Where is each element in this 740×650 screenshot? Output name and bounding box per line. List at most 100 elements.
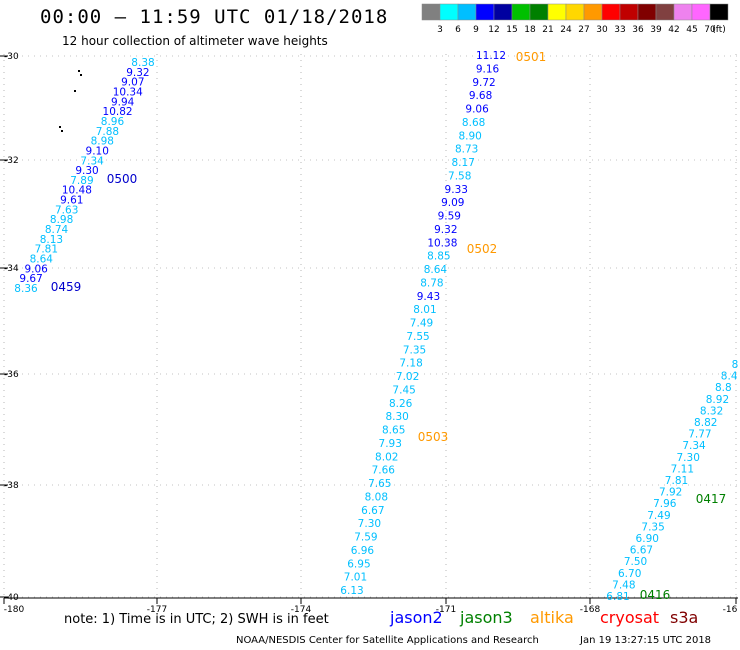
timestamp: Jan 19 13:27:15 UTC 2018 bbox=[580, 635, 712, 646]
swh-value: 7.49 bbox=[647, 510, 670, 522]
legend-label: 30 bbox=[596, 25, 608, 35]
legend-swatch bbox=[511, 3, 531, 21]
lat-label: -32 bbox=[4, 156, 19, 166]
swh-value: 6.96 bbox=[351, 545, 375, 557]
legend-swatch bbox=[475, 3, 495, 21]
legend-swatch bbox=[493, 3, 513, 21]
credit: NOAA/NESDIS Center for Satellite Applica… bbox=[236, 635, 539, 646]
legend-label: 3 bbox=[437, 25, 443, 35]
legend-swatch bbox=[673, 3, 693, 21]
lat-label: -34 bbox=[4, 264, 19, 274]
swh-value: 8.92 bbox=[706, 394, 729, 406]
swh-value: 8.98 bbox=[91, 136, 114, 148]
lon-label: -171 bbox=[436, 605, 456, 615]
swh-value: 7.49 bbox=[410, 318, 433, 330]
legend-swatch bbox=[655, 3, 675, 21]
swh-value: 8.82 bbox=[694, 417, 717, 429]
legend-label: 21 bbox=[542, 25, 553, 35]
legend-swatch bbox=[709, 3, 729, 21]
swh-value: 9.68 bbox=[469, 90, 492, 102]
swh-value: 7.48 bbox=[612, 579, 635, 591]
swh-value: 6.70 bbox=[618, 568, 641, 580]
pass-time-label: 0502 bbox=[467, 242, 498, 256]
pass-time-label: 0500 bbox=[107, 172, 138, 186]
legend-label: 33 bbox=[614, 25, 625, 35]
map-subtitle: 12 hour collection of altimeter wave hei… bbox=[62, 34, 328, 48]
legend-swatch bbox=[457, 3, 477, 21]
legend-swatch bbox=[601, 3, 621, 21]
swh-value: 11.12 bbox=[476, 50, 506, 62]
axis-ticks: -30-32-34-36-38-40-180 -177 -174 -171 -168 -1… bbox=[0, 52, 738, 615]
swh-value: 7.35 bbox=[403, 344, 426, 356]
pass-time-label: 0503 bbox=[418, 430, 449, 444]
legend-swatch bbox=[637, 3, 657, 21]
lat-label: -30 bbox=[4, 52, 19, 62]
swh-value: 7.30 bbox=[358, 518, 381, 530]
swh-value: 9.59 bbox=[438, 211, 461, 223]
swh-value: 9.30 bbox=[75, 165, 98, 177]
swh-value: 9.32 bbox=[434, 224, 457, 236]
swh-value: 8.73 bbox=[455, 144, 478, 156]
legend-label: 45 bbox=[686, 25, 697, 35]
sat-cryosat: cryosat bbox=[600, 608, 660, 627]
swh-value: 9.72 bbox=[472, 77, 495, 89]
track-mark bbox=[61, 130, 63, 132]
legend-swatch bbox=[583, 3, 603, 21]
swh-value: 8.90 bbox=[458, 130, 481, 142]
swh-value: 7.01 bbox=[344, 572, 367, 584]
sat-s3a: s3a bbox=[670, 608, 699, 627]
swh-value: 7.35 bbox=[641, 521, 664, 533]
swh-value: 10.82 bbox=[103, 106, 133, 118]
swh-value: 9.06 bbox=[24, 263, 48, 275]
swh-value: 7.81 bbox=[35, 244, 58, 256]
swh-value: 9.07 bbox=[121, 77, 144, 89]
legend-label: 18 bbox=[524, 25, 536, 35]
footer-note: note: 1) Time is in UTC; 2) SWH is in fe… bbox=[64, 612, 329, 627]
legend-label: 42 bbox=[668, 25, 679, 35]
swh-value: 8.68 bbox=[462, 117, 485, 129]
swh-value: 8 bbox=[732, 359, 739, 371]
swh-value: 8.64 bbox=[30, 254, 54, 266]
swh-value: 7.66 bbox=[372, 465, 396, 477]
swh-value: 7.63 bbox=[55, 204, 78, 216]
swh-value: 6.90 bbox=[636, 533, 659, 545]
swh-value: 7.18 bbox=[399, 358, 422, 370]
swh-value: 9.94 bbox=[111, 96, 135, 108]
swh-value: 8.4 bbox=[721, 371, 738, 383]
swh-value: 7.92 bbox=[659, 487, 682, 499]
swh-value: 7.81 bbox=[665, 475, 688, 487]
swh-value: 9.06 bbox=[465, 104, 489, 116]
grid bbox=[3, 54, 738, 598]
swh-value: 10.38 bbox=[427, 237, 457, 249]
swh-value: 7.89 bbox=[70, 175, 93, 187]
swh-value: 7.55 bbox=[406, 331, 429, 343]
track-points: 8.389.329.0710.349.9410.828.967.888.989.… bbox=[14, 50, 738, 603]
sat-jason3: jason3 bbox=[460, 608, 513, 627]
legend-swatch bbox=[691, 3, 711, 21]
swh-value: 7.58 bbox=[448, 170, 471, 182]
pass-time-label: 0417 bbox=[696, 492, 727, 506]
track-mark bbox=[74, 90, 76, 92]
legend-label: 24 bbox=[560, 25, 572, 35]
map-title: 00:00 – 11:59 UTC 01/18/2018 bbox=[40, 6, 389, 28]
track-mark bbox=[59, 126, 61, 128]
swh-value: 7.88 bbox=[96, 126, 119, 138]
legend-label: 15 bbox=[506, 25, 517, 35]
swh-value: 8.78 bbox=[420, 277, 443, 289]
swh-value: 8.96 bbox=[101, 116, 125, 128]
swh-value: 6.13 bbox=[340, 585, 363, 597]
swh-value: 6.95 bbox=[347, 558, 370, 570]
swh-value: 8.08 bbox=[365, 491, 388, 503]
swh-value: 8.13 bbox=[40, 234, 63, 246]
swh-value: 8.74 bbox=[45, 224, 69, 236]
legend-label: 9 bbox=[473, 25, 479, 35]
lon-label: -174 bbox=[291, 605, 312, 615]
swh-value: 9.09 bbox=[441, 197, 464, 209]
swh-value: 8.85 bbox=[427, 251, 450, 263]
swh-value: 7.59 bbox=[354, 532, 377, 544]
swh-value: 9.10 bbox=[86, 145, 109, 157]
swh-value: 7.34 bbox=[682, 440, 706, 452]
swh-value: 9.32 bbox=[126, 67, 149, 79]
lon-label: -168 bbox=[580, 605, 601, 615]
legend-label: 12 bbox=[488, 25, 499, 35]
